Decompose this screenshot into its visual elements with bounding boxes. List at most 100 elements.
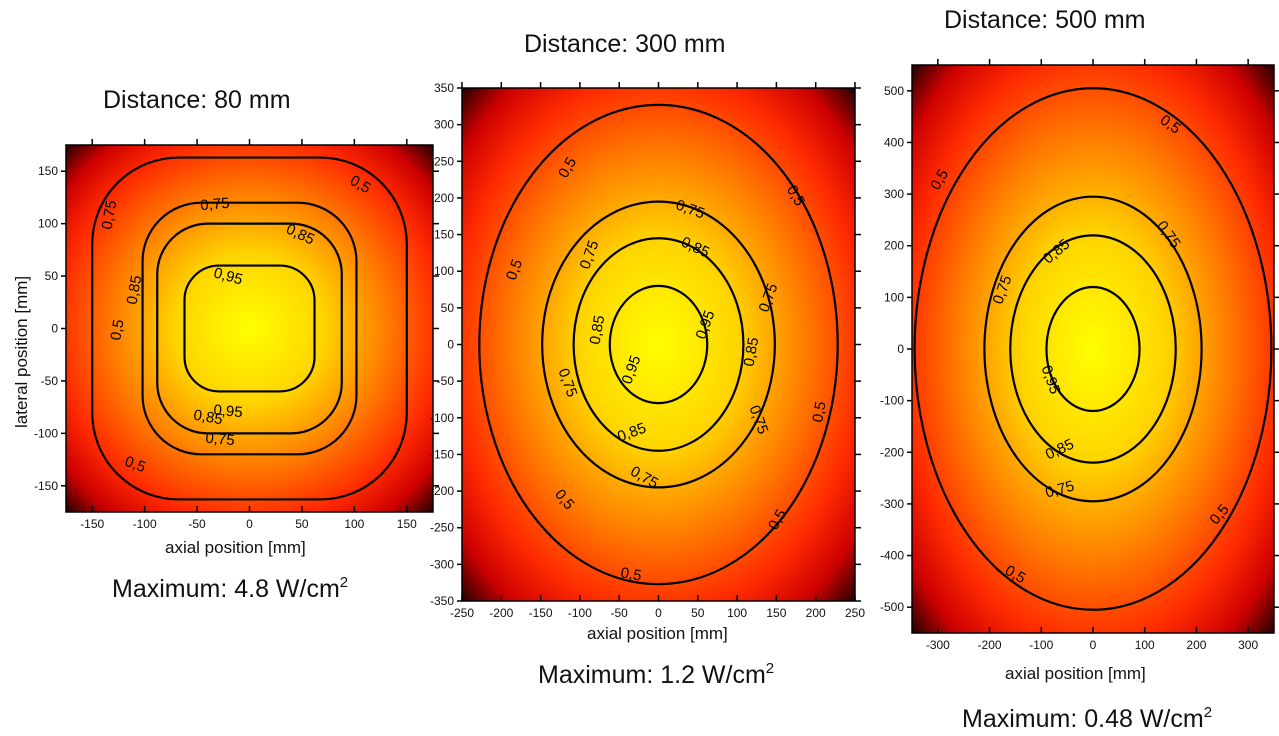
contour-line-0-95 xyxy=(183,264,316,393)
maximum-label: Maximum: 1.2 W/cm2 xyxy=(538,660,774,690)
y-tick-label: -100 xyxy=(880,394,904,408)
x-tick-label: 150 xyxy=(397,517,417,531)
maximum-label: Maximum: 4.8 W/cm2 xyxy=(112,574,348,604)
y-tick-label: -150 xyxy=(34,479,58,493)
y-tick-label: -300 xyxy=(430,557,454,571)
x-tick-label: 100 xyxy=(1135,638,1155,652)
y-tick-label: 150 xyxy=(38,164,58,178)
contour-label: 0,5 xyxy=(809,400,829,423)
x-tick-label: 200 xyxy=(806,606,826,620)
y-tick-label: 400 xyxy=(884,135,904,149)
x-tick-label: 0 xyxy=(246,517,253,531)
contour-line-0-5 xyxy=(91,156,408,501)
unit-superscript: 2 xyxy=(765,660,775,677)
x-tick-label: -50 xyxy=(188,517,206,531)
y-tick-label: 350 xyxy=(434,81,454,95)
maximum-text: Maximum: 1.2 W/cm xyxy=(538,661,766,689)
y-tick-label: -150 xyxy=(430,447,454,461)
y-tick-label: 50 xyxy=(45,269,59,283)
contour-label: 0,5 xyxy=(619,564,642,584)
chart-title: Distance: 500 mm xyxy=(944,6,1146,34)
y-tick-label: 250 xyxy=(434,154,454,168)
y-tick-label: 0 xyxy=(447,338,454,352)
y-tick-label: -200 xyxy=(880,445,904,459)
y-tick-label: 200 xyxy=(884,239,904,253)
contour-label: 0,5 xyxy=(107,318,127,341)
maximum-text: Maximum: 4.8 W/cm xyxy=(112,575,340,603)
contour-line-0-95 xyxy=(608,284,709,405)
x-tick-label: 300 xyxy=(1238,638,1258,652)
contour-label: 0,75 xyxy=(200,195,231,214)
x-tick-label: 0 xyxy=(655,606,662,620)
y-tick-label: -200 xyxy=(430,484,454,498)
y-tick-label: 100 xyxy=(884,290,904,304)
y-tick-label: -350 xyxy=(430,594,454,608)
contour-line-0-75 xyxy=(141,201,358,456)
x-tick-label: -50 xyxy=(611,606,629,620)
contour-line-0-5 xyxy=(913,87,1273,611)
x-tick-label: -250 xyxy=(450,606,474,620)
unit-superscript: 2 xyxy=(1203,704,1213,721)
y-tick-label: 300 xyxy=(884,187,904,201)
contour-line-0-85 xyxy=(156,222,343,435)
x-tick-label: 200 xyxy=(1186,638,1206,652)
contour-label: 0,85 xyxy=(587,314,609,346)
contour-line-0-5 xyxy=(478,103,839,586)
y-tick-label: -50 xyxy=(437,374,455,388)
x-tick-label: 100 xyxy=(344,517,364,531)
x-tick-label: 150 xyxy=(766,606,786,620)
x-tick-label: -150 xyxy=(80,517,104,531)
contour-label: 0,5 xyxy=(503,257,526,282)
x-tick-label: -100 xyxy=(1029,638,1053,652)
x-tick-label: 100 xyxy=(727,606,747,620)
contour-label: 0,75 xyxy=(1044,477,1077,501)
contour-label: 0,85 xyxy=(192,407,224,429)
y-tick-label: 100 xyxy=(434,264,454,278)
contour-line-0-75 xyxy=(541,200,776,489)
y-tick-label: 0 xyxy=(897,342,904,356)
contour-line-0-75 xyxy=(983,195,1203,503)
contour-label: 0,95 xyxy=(213,402,244,421)
chart-title: Distance: 80 mm xyxy=(103,86,291,114)
contour-label: 0,85 xyxy=(741,336,763,368)
x-tick-label: -100 xyxy=(133,517,157,531)
y-tick-label: -500 xyxy=(880,600,904,614)
x-tick-label: -100 xyxy=(568,606,592,620)
y-tick-label: -400 xyxy=(880,549,904,563)
contour-label: 0,75 xyxy=(99,199,121,231)
y-tick-label: -300 xyxy=(880,497,904,511)
x-axis-label: axial position [mm] xyxy=(587,624,728,643)
x-axis-label: axial position [mm] xyxy=(1005,664,1146,683)
unit-superscript: 2 xyxy=(339,574,349,591)
contour-label: 0,95 xyxy=(212,264,245,288)
x-tick-label: 250 xyxy=(845,606,865,620)
y-tick-label: 200 xyxy=(434,191,454,205)
heatmap-field xyxy=(66,145,433,512)
y-tick-label: 150 xyxy=(434,228,454,242)
heatmap-field xyxy=(462,88,855,601)
x-tick-label: 0 xyxy=(1090,638,1097,652)
y-tick-label: -100 xyxy=(34,426,58,440)
y-tick-label: 500 xyxy=(884,84,904,98)
contour-line-0-85 xyxy=(1009,234,1177,464)
chart-title: Distance: 300 mm xyxy=(524,30,726,58)
contour-label: 0,75 xyxy=(205,430,236,449)
x-tick-label: -150 xyxy=(529,606,553,620)
y-tick-label: -250 xyxy=(430,521,454,535)
contour-line-0-85 xyxy=(572,237,745,452)
y-tick-label: 50 xyxy=(441,301,455,315)
x-tick-label: -200 xyxy=(978,638,1002,652)
y-tick-label: -100 xyxy=(430,411,454,425)
x-tick-label: -300 xyxy=(926,638,950,652)
x-tick-label: 50 xyxy=(295,517,309,531)
y-tick-label: 300 xyxy=(434,118,454,132)
x-axis-label: axial position [mm] xyxy=(165,538,306,557)
contour-line-0-95 xyxy=(1045,285,1141,413)
x-tick-label: 50 xyxy=(691,606,705,620)
y-tick-label: 0 xyxy=(51,322,58,336)
contour-label: 0,5 xyxy=(122,453,147,476)
x-tick-label: -200 xyxy=(489,606,513,620)
